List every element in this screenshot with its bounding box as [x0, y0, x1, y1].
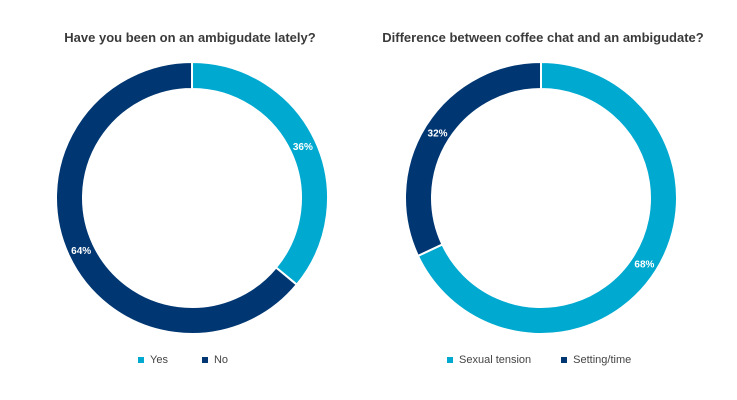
donut-slice-setting-time [404, 60, 542, 258]
legend-label-sexual-tension: Sexual tension [459, 354, 532, 366]
legend-item-yes: Yes [138, 354, 168, 366]
chart-title-1: Have you been on an ambigudate lately? [64, 30, 316, 45]
legend-label-no: No [213, 354, 229, 366]
chart-title-2: Difference between coffee chat and an am… [382, 30, 704, 45]
data-label-yes: 36% [293, 142, 313, 153]
legend-1: Yes No [138, 354, 228, 366]
legend-label-yes: Yes [150, 354, 168, 366]
legend-label-setting-time: Setting/time [573, 354, 632, 366]
data-label-setting-time: 32% [428, 128, 448, 139]
legend-item-sexual-tension: Sexual tension [447, 354, 531, 366]
donut-slice-yes [191, 60, 329, 287]
legend-swatch-sexual-tension [447, 357, 453, 363]
legend-swatch-no [201, 357, 208, 363]
legend-item-setting-time: Setting/time [561, 354, 631, 366]
data-label-no: 64% [71, 246, 91, 257]
donut-slice-sexual-tension [416, 60, 678, 335]
legend-item-no: No [201, 354, 229, 366]
legend-swatch-setting-time [561, 357, 568, 363]
data-label-sexual-tension: 68% [634, 260, 654, 271]
legend-swatch-yes [138, 357, 144, 363]
legend-2: Sexual tension Setting/time [447, 354, 631, 366]
donut-slice-no [55, 60, 299, 335]
